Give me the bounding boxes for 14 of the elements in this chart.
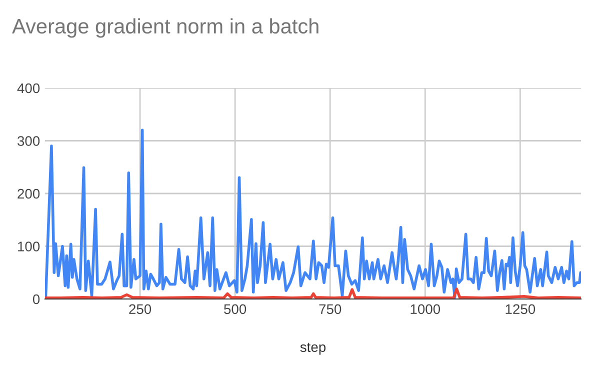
x-tick-label: 500 [224,304,246,314]
y-tick-label: 0 [32,294,40,304]
x-tick-label: 750 [319,304,342,314]
y-tick-label: 100 [18,242,40,252]
y-tick-label: 300 [18,136,40,146]
y-tick-label: 200 [18,188,40,199]
chart-title: Average gradient norm in a batch [12,18,318,38]
x-tick-label: 1000 [410,304,440,314]
line-series [45,128,581,299]
x-tick-label: 250 [129,304,152,314]
x-axis-title: step [300,342,326,355]
y-tick-label: 400 [17,83,40,94]
line-series [45,288,581,299]
x-tick-label: 1250 [506,304,536,314]
